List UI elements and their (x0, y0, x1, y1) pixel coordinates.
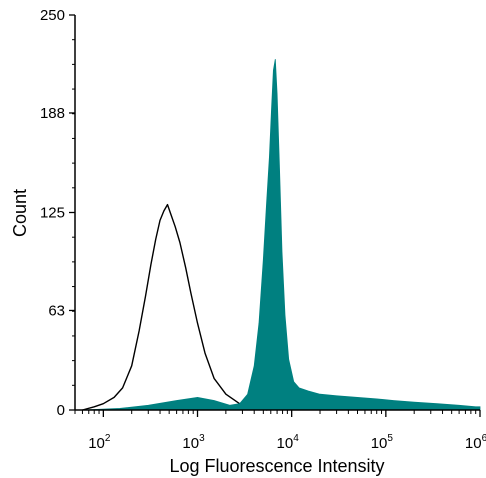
y-tick-label: 63 (48, 302, 65, 319)
x-tick-label: 102 (88, 433, 111, 452)
x-tick-label: 104 (277, 433, 300, 452)
series-outline-histogram (82, 203, 268, 411)
x-tick-label: 105 (371, 433, 394, 452)
y-tick-label: 250 (40, 7, 65, 24)
y-tick-label: 188 (40, 105, 65, 122)
y-axis-title: Count (10, 189, 30, 237)
x-tick-label: 103 (182, 433, 205, 452)
ticks: 0 63 125 188 250 102 103 104 105 106 (40, 7, 486, 452)
series-filled-histogram (82, 59, 481, 411)
y-tick-label: 125 (40, 205, 65, 222)
x-axis-title: Log Fluorescence Intensity (169, 456, 384, 476)
x-tick-label: 106 (465, 433, 486, 452)
y-tick-label: 0 (57, 402, 65, 419)
plot-area (82, 59, 481, 411)
